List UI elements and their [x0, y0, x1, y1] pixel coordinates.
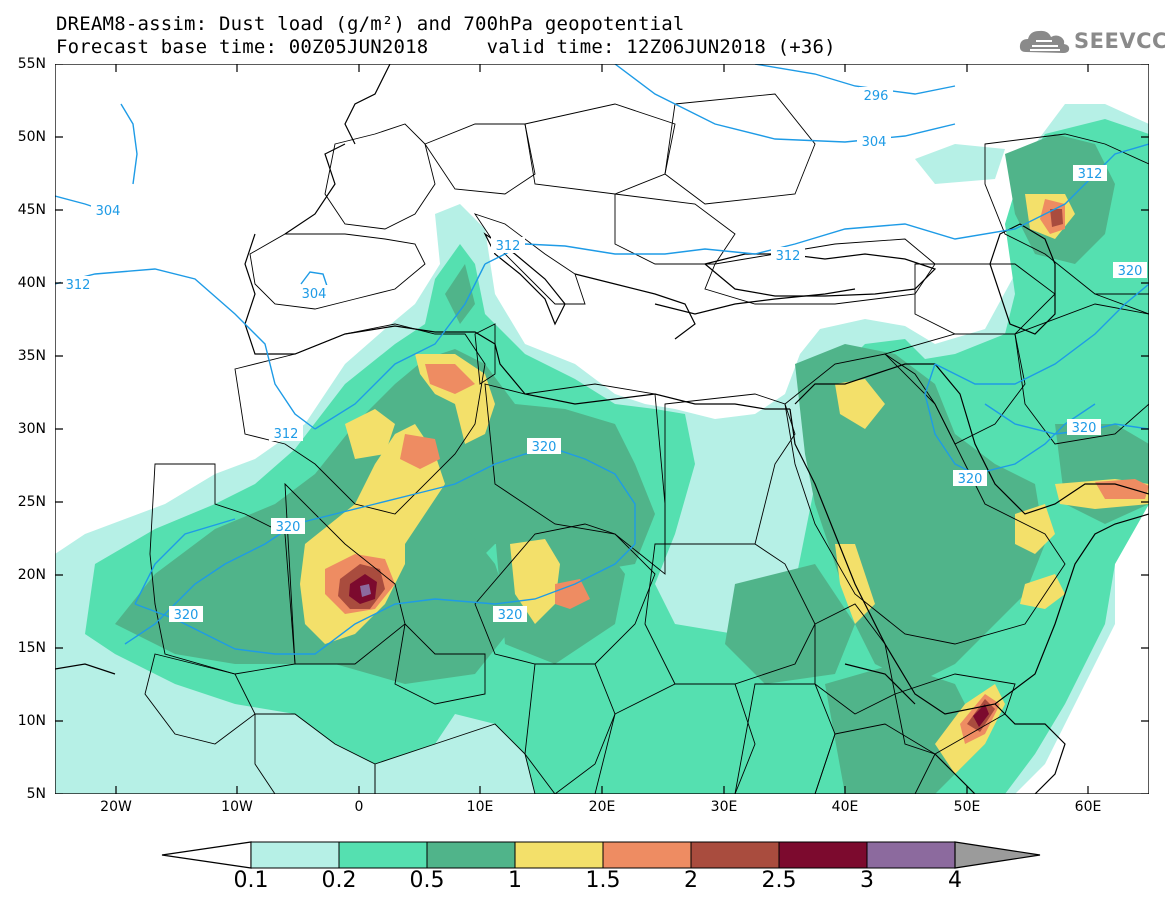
- colorbar-label: 1: [508, 868, 522, 893]
- lat-label: 30N: [17, 421, 46, 437]
- colorbar-label: 0.5: [409, 868, 445, 893]
- colorbar-swatch: [514, 841, 604, 869]
- lat-label: 10N: [17, 713, 46, 729]
- colorbar-upper-triangle: [954, 841, 1041, 869]
- lat-label: 45N: [17, 202, 46, 218]
- lon-label: 50E: [953, 799, 981, 815]
- lat-label: 5N: [26, 786, 46, 802]
- colorbar-label: 2: [684, 868, 698, 893]
- lon-label: 40E: [831, 799, 859, 815]
- lon-label: 30E: [710, 799, 738, 815]
- lon-label: 0: [354, 799, 364, 815]
- colorbar-swatch: [866, 841, 956, 869]
- colorbar-swatch: [602, 841, 692, 869]
- lat-label: 55N: [17, 56, 46, 72]
- contour-label: 304: [302, 287, 327, 302]
- dust-layer-3: [360, 584, 371, 597]
- colorbar-swatch: [426, 841, 516, 869]
- country-borders: [144, 93, 1149, 794]
- colorbar-swatch: [778, 841, 868, 869]
- colorbar-lower-triangle: [161, 841, 252, 869]
- lon-label: 20E: [588, 799, 616, 815]
- chart-subtitle: Forecast base time: 00Z05JUN2018 valid t…: [56, 36, 836, 58]
- contour-label: 312: [274, 427, 299, 442]
- contour-label: 312: [66, 278, 91, 293]
- coastlines: [55, 64, 1149, 794]
- dust-map: 296 304 304 304 312 312 312 312 312 320 …: [55, 64, 1149, 794]
- lat-label: 25N: [17, 494, 46, 510]
- contour-label: 304: [862, 135, 887, 150]
- colorbar-label: 1.5: [585, 868, 621, 893]
- lat-label: 35N: [17, 348, 46, 364]
- contour-label: 320: [958, 472, 983, 487]
- lon-label: 10E: [466, 799, 494, 815]
- contour-label: 320: [174, 608, 199, 623]
- contour-label: 320: [532, 440, 557, 455]
- lon-label: 60E: [1074, 799, 1102, 815]
- lat-label: 50N: [17, 129, 46, 145]
- colorbar-label: 4: [948, 868, 962, 893]
- lon-label: 10W: [221, 799, 253, 815]
- contour-label: 304: [96, 204, 121, 219]
- colorbar-label: 3: [860, 868, 874, 893]
- contour-label: 312: [776, 249, 801, 264]
- colorbar-swatch: [250, 841, 340, 869]
- contour-label: 296: [864, 89, 889, 104]
- cloud-icon: [1019, 30, 1070, 53]
- colorbar-label: 2.5: [761, 868, 797, 893]
- axis-ticks: [55, 64, 1149, 794]
- contour-label: 320: [1072, 421, 1097, 436]
- contour-label: 320: [276, 520, 301, 535]
- contour-label: 312: [496, 239, 521, 254]
- contour-label: 320: [498, 608, 523, 623]
- geopotential-contours: [55, 64, 1149, 655]
- logo-text: SEEVCCC: [1074, 29, 1165, 53]
- contour-labels: 296 304 304 304 312 312 312 312 312 320 …: [61, 87, 1147, 623]
- colorbar-swatch: [338, 841, 428, 869]
- colorbar-swatch: [690, 841, 780, 869]
- colorbar: [161, 841, 1041, 869]
- colorbar-label: 0.2: [321, 868, 357, 893]
- contour-label: 320: [1118, 264, 1143, 279]
- lat-label: 15N: [17, 640, 46, 656]
- lon-label: 20W: [100, 799, 132, 815]
- lat-label: 20N: [17, 567, 46, 583]
- chart-title: DREAM8-assim: Dust load (g/m²) and 700hP…: [56, 13, 685, 35]
- lat-label: 40N: [17, 275, 46, 291]
- contour-label: 312: [1078, 167, 1103, 182]
- colorbar-label: 0.1: [233, 868, 269, 893]
